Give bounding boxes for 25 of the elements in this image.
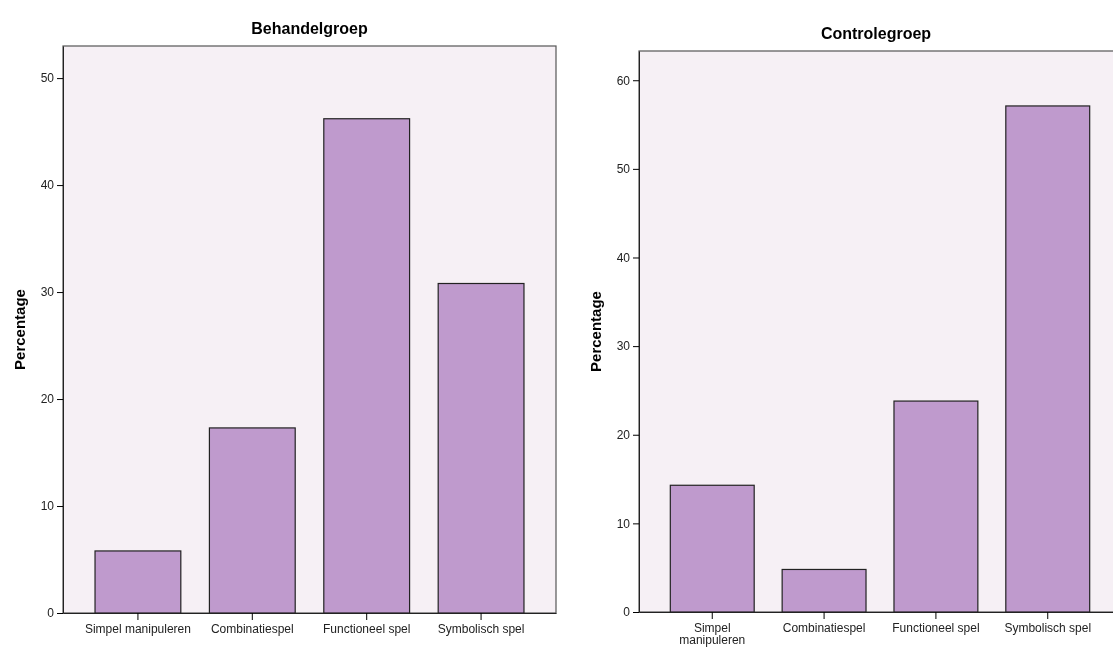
x-tick-label: Simpel manipuleren: [679, 620, 746, 647]
y-axis-title: Percentage: [587, 291, 604, 372]
y-tick-label: 30: [616, 339, 631, 354]
x-tick-label: Combinatiespel: [782, 620, 866, 635]
y-tick-label: 50: [616, 162, 631, 177]
y-axis-title: Percentage: [11, 289, 28, 370]
y-tick-label: 10: [616, 516, 631, 531]
y-tick-label: 0: [47, 606, 55, 621]
x-tick-label: Functioneel spel: [323, 621, 411, 636]
y-tick-label: 20: [616, 428, 631, 443]
x-tick-label: Simpel manipuleren: [84, 621, 191, 636]
chart-title: Controlegroep: [820, 25, 932, 42]
y-tick-label: 60: [616, 73, 631, 88]
x-tick-label: Symbolisch spel: [1004, 620, 1092, 635]
x-tick-label: Symbolisch spel: [437, 621, 525, 636]
y-tick-label: 0: [623, 605, 631, 620]
y-tick-label: 50: [40, 71, 55, 86]
x-tick-label: Combinatiespel: [210, 621, 294, 636]
x-tick-label: Functioneel spel: [892, 620, 980, 635]
y-tick-label: 40: [616, 250, 631, 265]
y-tick-label: 40: [40, 178, 55, 193]
y-tick-label: 30: [40, 285, 55, 300]
y-tick-label: 10: [40, 499, 55, 514]
chart-title: Behandelgroep: [251, 20, 368, 37]
y-tick-label: 20: [40, 392, 55, 407]
